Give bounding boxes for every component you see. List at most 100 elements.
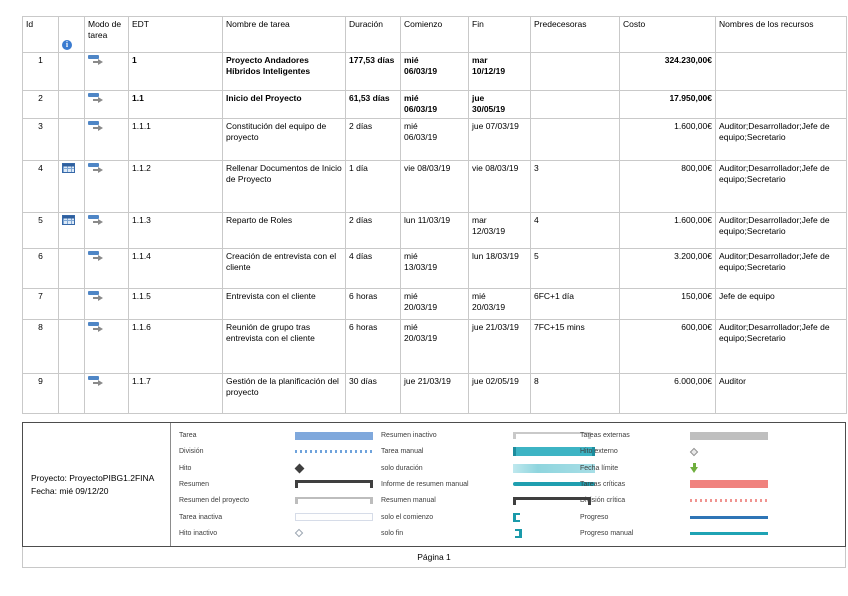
- legend-entry: Tareas externas: [580, 428, 772, 443]
- task-start-cell: mié 13/03/19: [400, 248, 469, 289]
- legend-entry-label: Progreso manual: [580, 529, 634, 537]
- task-finish-cell: vie 08/03/19: [468, 160, 531, 213]
- task-cost-cell: 1.600,00€: [619, 118, 716, 161]
- legend-entry: Tarea inactiva: [179, 510, 374, 525]
- bar-gray-legend-icon: [690, 431, 768, 440]
- task-id-cell: 1: [22, 52, 59, 91]
- auto-scheduled-task-icon: [88, 93, 103, 103]
- line-teal-thick-legend-icon: [513, 482, 595, 487]
- legend-symbol-wrap: [689, 446, 772, 458]
- legend-entry-label: Resumen inactivo: [381, 432, 437, 439]
- task-duration-cell: 61,53 días: [345, 90, 401, 119]
- diamond-black-legend-icon: [294, 463, 305, 474]
- diamond-outline-legend-icon: [294, 529, 304, 538]
- task-cost-cell: 324.230,00€: [619, 52, 716, 91]
- task-row: 1 1 Proyecto Andadores Híbridos Inteligent…: [22, 52, 847, 91]
- legend-symbol-wrap: [294, 527, 374, 539]
- task-predecessors-cell: [530, 52, 620, 91]
- column-header-resources: Nombres de los recursos: [715, 16, 847, 53]
- project-info-panel: Proyecto: ProyectoPIBG1.2FINA Fecha: mié…: [23, 423, 171, 546]
- task-resources-cell: Auditor;Desarrollador;Jefe de equipo;Sec…: [715, 118, 847, 161]
- task-id-cell: 4: [22, 160, 59, 213]
- auto-scheduled-task-icon: [88, 55, 103, 65]
- task-name-cell: Inicio del Proyecto: [222, 90, 346, 119]
- auto-scheduled-task-icon: [88, 322, 103, 332]
- task-cost-cell: 3.200,00€: [619, 248, 716, 289]
- task-id-cell: 9: [22, 373, 59, 414]
- legend-entry: Hito: [179, 461, 374, 476]
- task-edt-cell: 1.1.4: [128, 248, 223, 289]
- bracket-light-legend-icon: [295, 496, 373, 505]
- legend-entry: solo fin: [381, 526, 603, 541]
- task-indicator-cell: [58, 118, 85, 161]
- diamond-gray-legend-icon: [689, 447, 699, 457]
- task-name-cell: Proyecto Andadores Híbridos Inteligentes: [222, 52, 346, 91]
- task-indicator-cell: [58, 160, 85, 213]
- bar-blue-legend-icon: [295, 431, 373, 440]
- task-row: 2 1.1 Inicio del Proyecto 61,53 días mié 06/…: [22, 90, 847, 119]
- auto-scheduled-task-icon: [88, 291, 103, 301]
- task-duration-cell: 2 días: [345, 212, 401, 249]
- task-table: Id i Modo de tarea EDT Nombre de tarea D…: [22, 16, 847, 414]
- column-header-edt: EDT: [128, 16, 223, 53]
- task-id-cell: 3: [22, 118, 59, 161]
- task-name-cell: Gestión de la planificación del proyecto: [222, 373, 346, 414]
- task-mode-cell: [84, 319, 129, 374]
- task-row: 3 1.1.1 Constitución del equipo de proyect…: [22, 118, 847, 161]
- task-id-cell: 7: [22, 288, 59, 320]
- task-mode-cell: [84, 52, 129, 91]
- legend-entry: Tareas críticas: [580, 477, 772, 492]
- task-resources-cell: Auditor: [715, 373, 847, 414]
- legend-entry: Resumen del proyecto: [179, 493, 374, 508]
- legend-symbol-wrap: [513, 446, 603, 458]
- legend-entry-label: Tareas externas: [580, 432, 630, 439]
- end-bracket-legend-icon: [515, 528, 522, 538]
- bracket-dark-legend-icon: [513, 496, 591, 505]
- task-edt-cell: 1: [128, 52, 223, 91]
- task-id-cell: 5: [22, 212, 59, 249]
- task-resources-cell: Auditor;Desarrollador;Jefe de equipo;Sec…: [715, 160, 847, 213]
- task-start-cell: mié 20/03/19: [400, 319, 469, 374]
- task-predecessors-cell: [530, 118, 620, 161]
- legend-entry-label: solo duración: [381, 464, 423, 472]
- task-edt-cell: 1.1: [128, 90, 223, 119]
- page-number-label: Página 1: [417, 552, 451, 562]
- legend-symbol-wrap: [513, 430, 603, 442]
- task-predecessors-cell: 6FC+1 día: [530, 288, 620, 320]
- task-indicator-cell: [58, 373, 85, 414]
- column-header-duration: Duración: [345, 16, 401, 53]
- task-resources-cell: Auditor;Desarrollador;Jefe de equipo;Sec…: [715, 248, 847, 289]
- legend-entry-label: Tarea manual: [381, 448, 424, 456]
- bar-manual-legend-icon: [513, 447, 595, 457]
- task-duration-cell: 1 día: [345, 160, 401, 213]
- task-edt-cell: 1.1.7: [128, 373, 223, 414]
- legend-symbol-wrap: [295, 430, 374, 442]
- task-row: 4 1.1.2 Rellenar Documentos de Inicio de P…: [22, 160, 847, 213]
- column-header-predecessors: Predecesoras: [530, 16, 620, 53]
- task-indicator-cell: [58, 319, 85, 374]
- task-resources-cell: [715, 90, 847, 119]
- task-edt-cell: 1.1.1: [128, 118, 223, 161]
- legend-symbol-wrap: [690, 511, 772, 523]
- task-row: 5 1.1.3 Reparto de Roles 2 días lun 11/03/19…: [22, 212, 847, 249]
- legend-entry: Hito inactivo: [179, 526, 374, 541]
- legend-column-1: Tarea División Hito Resumen Resumen del proy…: [179, 428, 374, 541]
- auto-scheduled-task-icon: [88, 376, 103, 386]
- legend-entry: Tarea manual: [381, 444, 603, 459]
- task-duration-cell: 2 días: [345, 118, 401, 161]
- task-resources-cell: Auditor;Desarrollador;Jefe de equipo;Sec…: [715, 319, 847, 374]
- box-inactive-legend-icon: [295, 513, 373, 522]
- task-id-cell: 2: [22, 90, 59, 119]
- legend-entry: Fecha límite: [580, 461, 772, 476]
- assignment-table-icon: [62, 163, 75, 173]
- task-start-cell: jue 21/03/19: [400, 373, 469, 414]
- task-resources-cell: Auditor;Desarrollador;Jefe de equipo;Sec…: [715, 212, 847, 249]
- task-resources-cell: Jefe de equipo: [715, 288, 847, 320]
- task-cost-cell: 1.600,00€: [619, 212, 716, 249]
- legend-entry-label: Tarea inactiva: [179, 513, 223, 521]
- task-predecessors-cell: [530, 90, 620, 119]
- project-date-label: Fecha: mié 09/12/20: [31, 486, 109, 496]
- task-row: 6 1.1.4 Creación de entrevista con el clie…: [22, 248, 847, 289]
- task-cost-cell: 600,00€: [619, 319, 716, 374]
